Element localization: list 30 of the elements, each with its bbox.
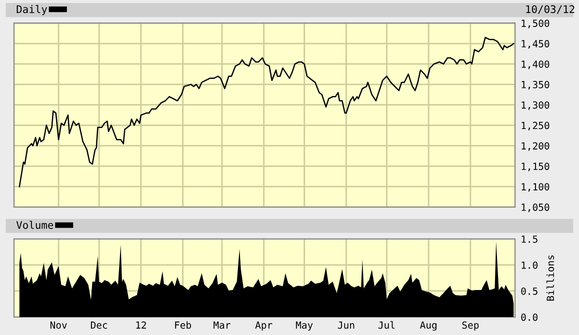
x-tick-label: Jul (378, 321, 395, 329)
y2-tick-label: 1.0 (522, 261, 538, 269)
x-tick-label: Mar (214, 322, 230, 329)
y-tick-label: 1,400 (522, 60, 550, 70)
x-tick-label: Nov (50, 322, 67, 329)
y-tick-label: 1,350 (522, 80, 550, 90)
x-tick-label: 12 (136, 321, 146, 329)
x-tick-label: Sep (462, 321, 479, 331)
x-tick-label: Dec (90, 322, 108, 329)
line-series (18, 36, 514, 188)
y-tick-label: 1,300 (522, 101, 550, 110)
y2-tick-label: 0.0 (521, 314, 538, 321)
x-tick-label: Apr (255, 322, 272, 331)
y2-tick-label: 0.5 (521, 287, 538, 295)
y-tick-label: 1,250 (522, 122, 550, 130)
y-tick-label: 1,450 (522, 40, 550, 49)
y-tick-label: 1,150 (522, 162, 550, 172)
y2-tick-label: 1.5 (522, 236, 538, 243)
x-tick-label: Jun (338, 322, 354, 329)
legend-label: Daily (16, 4, 48, 16)
x-tick-label: May (296, 322, 313, 331)
y2-axis-title: Billions (546, 256, 554, 301)
text: 10/03/12 (526, 5, 574, 14)
x-tick-label: Feb (175, 321, 192, 329)
x-tick-label: Aug (420, 321, 436, 331)
y-tick-label: 1,200 (522, 142, 550, 151)
y-tick-label: 1,500 (522, 20, 550, 28)
y-tick-label: 1,100 (522, 183, 550, 192)
y-tick-label: 1,050 (522, 204, 550, 212)
legend-label: Volume (16, 220, 54, 229)
